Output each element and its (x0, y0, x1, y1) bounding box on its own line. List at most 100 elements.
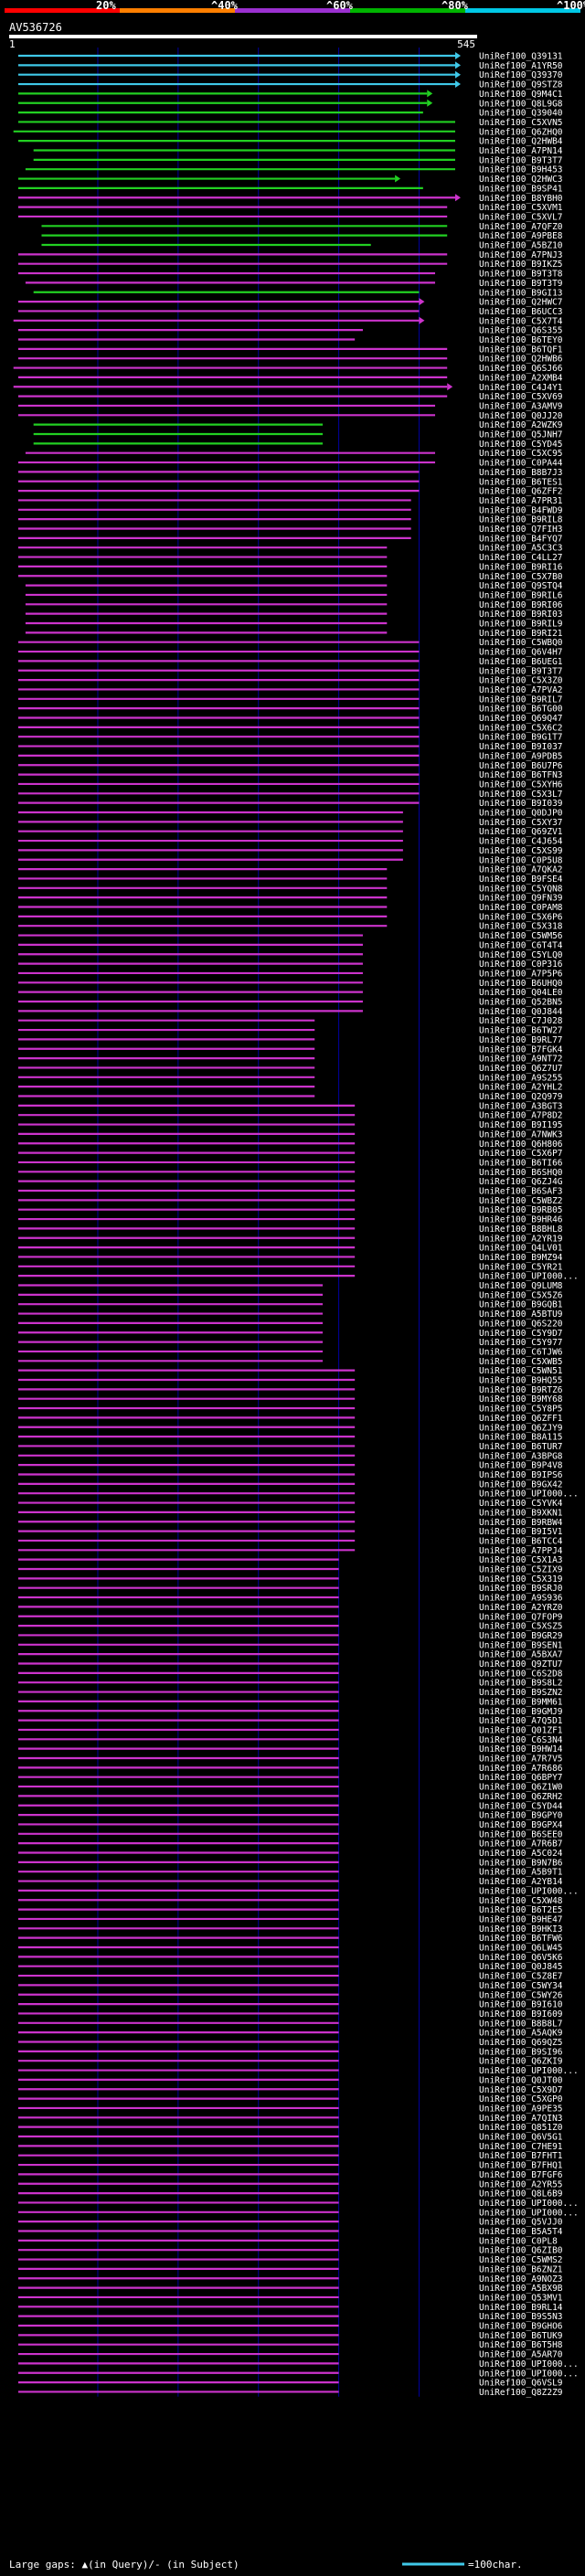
hit-label[interactable]: UniRef100_Q52BN5 (479, 998, 563, 1008)
hit-label[interactable]: UniRef100_C5XY37 (479, 818, 563, 828)
hit-label[interactable]: UniRef100_Q5JNH7 (479, 430, 563, 440)
hit-label[interactable]: UniRef100_B6TW27 (479, 1026, 563, 1036)
hit-label[interactable]: UniRef100_C5XWB5 (479, 1357, 563, 1367)
hit-label[interactable]: UniRef100_B9N7B6 (479, 1858, 563, 1868)
hit-label[interactable]: UniRef100_Q6V5G1 (479, 2133, 563, 2143)
hit-label[interactable]: UniRef100_B9RB05 (479, 1205, 563, 1215)
hit-label[interactable]: UniRef100_B6TG00 (479, 705, 563, 715)
hit-label[interactable]: UniRef100_C5XS99 (479, 846, 563, 856)
hit-label[interactable]: UniRef100_B6TES1 (479, 477, 563, 487)
hit-label[interactable]: UniRef100_C5XVM1 (479, 203, 563, 213)
hit-label[interactable]: UniRef100_A5C024 (479, 1849, 563, 1859)
hit-label[interactable]: UniRef100_B7FHQ1 (479, 2161, 563, 2171)
hit-label[interactable]: UniRef100_A7PNJ3 (479, 250, 563, 260)
hit-label[interactable]: UniRef100_C5X319 (479, 1574, 563, 1585)
hit-label[interactable]: UniRef100_A7QKA2 (479, 865, 563, 875)
hit-label[interactable]: UniRef100_Q8L6B9 (479, 2189, 563, 2200)
hit-label[interactable]: UniRef100_B7FGF6 (479, 2170, 563, 2180)
hit-label[interactable]: UniRef100_A2WZK9 (479, 420, 563, 430)
hit-label[interactable]: UniRef100_Q01ZF1 (479, 1725, 563, 1735)
hit-label[interactable]: UniRef100_Q8L9G8 (479, 99, 563, 109)
hit-label[interactable]: UniRef100_A3BPG8 (479, 1451, 563, 1461)
hit-label[interactable]: UniRef100_Q6BPY7 (479, 1773, 563, 1783)
hit-label[interactable]: UniRef100_B9GHO6 (479, 2322, 563, 2332)
hit-label[interactable]: UniRef100_B9HW14 (479, 1744, 563, 1754)
hit-label[interactable]: UniRef100_B6TUK9 (479, 2331, 563, 2341)
hit-label[interactable]: UniRef100_B9GX42 (479, 1479, 563, 1489)
hit-label[interactable]: UniRef100_C0PAM8 (479, 903, 563, 913)
hit-label[interactable]: UniRef100_Q39040 (479, 109, 563, 119)
hit-label[interactable]: UniRef100_B6TCC4 (479, 1536, 563, 1546)
hit-label[interactable]: UniRef100_Q6Z7U7 (479, 1064, 563, 1074)
hit-label[interactable]: UniRef100_C5X7T4 (479, 316, 563, 326)
hit-label[interactable]: UniRef100_A9NOZ3 (479, 2274, 563, 2284)
hit-label[interactable]: UniRef100_B9RIL8 (479, 515, 563, 525)
hit-label[interactable]: UniRef100_B9I039 (479, 799, 563, 809)
hit-label[interactable]: UniRef100_C5X6C2 (479, 723, 563, 733)
hit-label[interactable]: UniRef100_C5WMS2 (479, 2255, 563, 2265)
hit-label[interactable]: UniRef100_Q6ZFF1 (479, 1414, 563, 1424)
hit-label[interactable]: UniRef100_B9MM61 (479, 1697, 563, 1707)
hit-label[interactable]: UniRef100_Q6ZRH2 (479, 1792, 563, 1802)
hit-label[interactable]: UniRef100_Q39131 (479, 52, 563, 62)
hit-label[interactable]: UniRef100_A2YR19 (479, 1234, 563, 1244)
hit-label[interactable]: UniRef100_C5XC95 (479, 449, 563, 459)
hit-label[interactable]: UniRef100_C5WM56 (479, 931, 563, 941)
hit-label[interactable]: UniRef100_A7PPJ4 (479, 1546, 563, 1556)
hit-label[interactable]: UniRef100_A3AMV9 (479, 401, 563, 411)
hit-label[interactable]: UniRef100_C5YLQ0 (479, 950, 563, 960)
hit-label[interactable]: UniRef100_C4J4Y1 (479, 383, 563, 393)
hit-label[interactable]: UniRef100_Q9ZTU7 (479, 1659, 563, 1670)
hit-label[interactable]: UniRef100_B9RI03 (479, 610, 563, 620)
hit-label[interactable]: UniRef100_C5XV69 (479, 392, 563, 402)
hit-label[interactable]: UniRef100_A5BX9B (479, 2284, 563, 2294)
hit-label[interactable]: UniRef100_B6SAF3 (479, 1187, 563, 1197)
hit-label[interactable]: UniRef100_C5Y8P5 (479, 1405, 563, 1415)
hit-label[interactable]: UniRef100_C5X1A3 (479, 1555, 563, 1565)
hit-label[interactable]: UniRef100_Q9STQ4 (479, 581, 563, 591)
hit-label[interactable]: UniRef100_Q39370 (479, 70, 563, 80)
hit-label[interactable]: UniRef100_B9SRJ0 (479, 1584, 563, 1594)
hit-label[interactable]: UniRef100_B9RI21 (479, 629, 563, 639)
hit-label[interactable]: UniRef100_Q0JT00 (479, 2075, 563, 2085)
hit-label[interactable]: UniRef100_B9MY68 (479, 1394, 563, 1405)
hit-label[interactable]: UniRef100_A1YR50 (479, 61, 563, 71)
hit-label[interactable]: UniRef100_B9I5V1 (479, 1527, 563, 1537)
hit-label[interactable]: UniRef100_A7Q5D1 (479, 1716, 563, 1726)
hit-label[interactable]: UniRef100_Q0DJP0 (479, 809, 563, 819)
hit-label[interactable]: UniRef100_Q7FIH3 (479, 525, 563, 535)
hit-label[interactable]: UniRef100_B9SEN1 (479, 1640, 563, 1650)
hit-label[interactable]: UniRef100_C4LL27 (479, 553, 563, 563)
hit-label[interactable]: UniRef100_C5Z8E7 (479, 1972, 563, 1982)
hit-label[interactable]: UniRef100_C0PL8 (479, 2236, 558, 2246)
hit-label[interactable]: UniRef100_B8A115 (479, 1433, 563, 1443)
hit-label[interactable]: UniRef100_Q6Z1W0 (479, 1783, 563, 1793)
hit-label[interactable]: UniRef100_B6UHQ0 (479, 979, 563, 989)
hit-label[interactable]: UniRef100_UPI000... (479, 1489, 579, 1500)
hit-label[interactable]: UniRef100_B9FSE4 (479, 875, 563, 885)
hit-label[interactable]: UniRef100_B8B8L7 (479, 2019, 563, 2029)
hit-label[interactable]: UniRef100_B9SP41 (479, 184, 563, 194)
hit-label[interactable]: UniRef100_B9HR46 (479, 1215, 563, 1225)
hit-label[interactable]: UniRef100_A5BTU9 (479, 1309, 563, 1320)
hit-label[interactable]: UniRef100_A7QFZ0 (479, 222, 563, 232)
hit-label[interactable]: UniRef100_C5X6P7 (479, 1149, 563, 1159)
hit-label[interactable]: UniRef100_Q0JJ20 (479, 411, 563, 421)
hit-label[interactable]: UniRef100_Q6S355 (479, 326, 563, 336)
hit-label[interactable]: UniRef100_Q6LW45 (479, 1944, 563, 1954)
hit-label[interactable]: UniRef100_B9H453 (479, 165, 563, 175)
hit-label[interactable]: UniRef100_B9T3T7 (479, 666, 563, 676)
hit-label[interactable]: UniRef100_C5XVN5 (479, 118, 563, 128)
hit-label[interactable]: UniRef100_B6SEE0 (479, 1829, 563, 1839)
hit-label[interactable]: UniRef100_B9HKI3 (479, 1924, 563, 1935)
hit-label[interactable]: UniRef100_Q69Q47 (479, 714, 563, 724)
hit-label[interactable]: UniRef100_B9HQ55 (479, 1376, 563, 1386)
hit-label[interactable]: UniRef100_C0PA44 (479, 459, 563, 469)
hit-label[interactable]: UniRef100_Q2Q979 (479, 1092, 563, 1102)
hit-label[interactable]: UniRef100_B9RI06 (479, 600, 563, 610)
hit-label[interactable]: UniRef100_B9SI96 (479, 2047, 563, 2057)
hit-label[interactable]: UniRef100_C5XW48 (479, 1896, 563, 1906)
hit-label[interactable]: UniRef100_B9I037 (479, 742, 563, 752)
hit-label[interactable]: UniRef100_A5AR70 (479, 2350, 563, 2360)
hit-label[interactable]: UniRef100_B9RIL6 (479, 590, 563, 600)
